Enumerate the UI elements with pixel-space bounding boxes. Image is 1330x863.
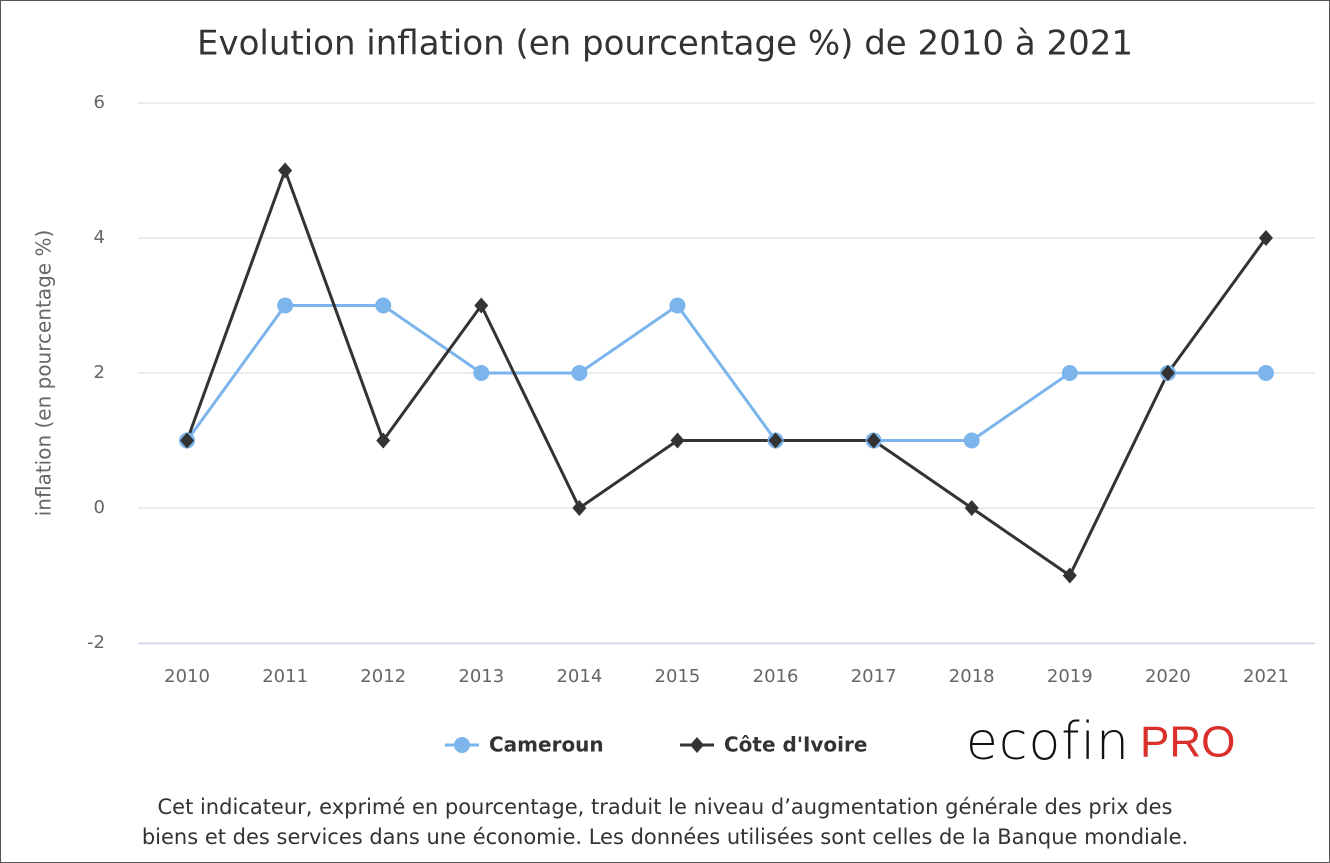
point [375, 297, 392, 314]
point [571, 365, 588, 381]
chart-title: Evolution inflation (en pourcentage %) d… [197, 24, 1133, 64]
y-tick-label: 0 [94, 497, 105, 518]
series-line [185, 303, 1266, 442]
point [1160, 365, 1175, 381]
y-tick-label: 2 [94, 362, 105, 383]
point [572, 500, 587, 516]
x-tick-label: 2021 [1243, 666, 1289, 687]
x-tick-label: 2010 [164, 666, 210, 687]
y-axis-label: inflation (en pourcentage %) [32, 230, 56, 517]
x-tick-label: 2015 [655, 666, 701, 687]
point [1257, 365, 1274, 381]
point [180, 432, 195, 449]
y-tick-label: 6 [94, 92, 105, 113]
point [278, 162, 293, 179]
point [670, 432, 685, 449]
point [1258, 230, 1273, 246]
point [963, 432, 980, 449]
point [277, 297, 294, 314]
point [473, 365, 490, 381]
x-tick-label: 2016 [753, 666, 799, 687]
x-tick-label: 2011 [262, 666, 308, 687]
point [866, 432, 881, 449]
point [474, 297, 489, 314]
x-tick-label: 2014 [556, 666, 602, 687]
x-tick-label: 2018 [949, 666, 995, 687]
legend-label: Côte d'Ivoire [724, 733, 867, 757]
point [964, 500, 979, 516]
x-tick-label: 2012 [360, 666, 406, 687]
x-tick-label: 2017 [851, 666, 897, 687]
point [690, 737, 704, 753]
point [1062, 567, 1077, 584]
y-tick-label: -2 [87, 632, 105, 653]
point [376, 432, 391, 449]
point [1061, 365, 1078, 381]
legend-label: Cameroun [489, 733, 604, 757]
caption-line: biens et des services dans une économie.… [142, 825, 1188, 849]
logo-suffix: PRO [1140, 718, 1235, 767]
point [454, 737, 470, 753]
point [768, 432, 783, 449]
caption-line: Cet indicateur, exprimé en pourcentage, … [157, 795, 1172, 819]
series-line [185, 166, 1268, 578]
x-tick-label: 2020 [1145, 666, 1191, 687]
point [669, 297, 686, 314]
x-tick-label: 2013 [458, 666, 504, 687]
y-tick-label: 4 [94, 227, 105, 248]
logo-brand: ecofin [966, 712, 1130, 772]
x-tick-label: 2019 [1047, 666, 1093, 687]
